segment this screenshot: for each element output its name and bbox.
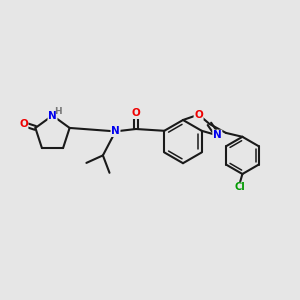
Text: N: N	[213, 130, 222, 140]
Text: O: O	[194, 110, 203, 120]
Text: O: O	[131, 108, 140, 118]
Text: O: O	[19, 119, 28, 129]
Text: Cl: Cl	[234, 182, 245, 193]
Text: N: N	[111, 126, 120, 136]
Text: N: N	[48, 110, 57, 121]
Text: H: H	[54, 107, 61, 116]
